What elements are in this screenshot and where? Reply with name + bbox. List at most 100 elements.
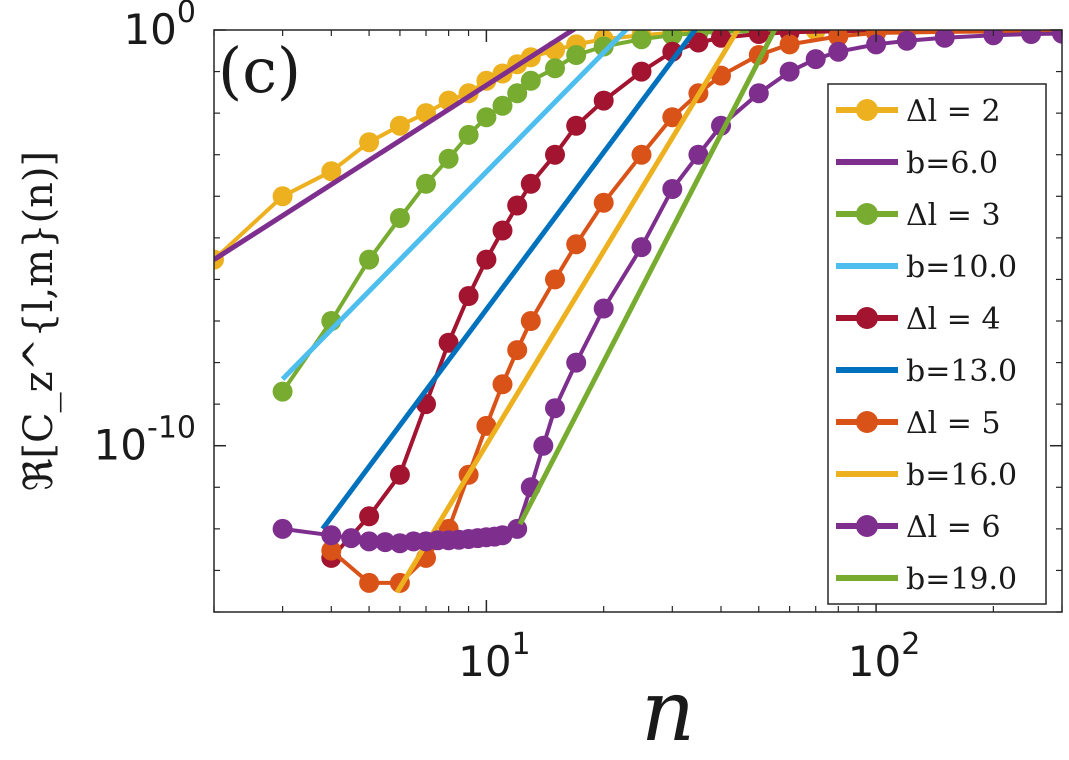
data-point	[662, 107, 683, 128]
data-point	[492, 95, 513, 116]
data-point	[896, 30, 917, 51]
legend-label: b=10.0	[906, 250, 1017, 285]
x-tick-label: 101	[458, 627, 531, 686]
legend-entry: Δl = 5	[836, 406, 1001, 441]
data-point	[476, 415, 497, 436]
data-point	[545, 58, 565, 79]
data-point	[507, 83, 528, 104]
data-point	[389, 208, 410, 228]
data-point	[476, 107, 497, 128]
data-point	[566, 352, 587, 373]
data-point	[631, 237, 652, 258]
data-point	[520, 70, 541, 91]
legend-label: b=19.0	[906, 562, 1017, 597]
data-point	[1052, 30, 1062, 44]
legend-marker	[856, 515, 878, 537]
legend-entry: Δl = 4	[836, 302, 1001, 337]
series-6	[320, 30, 699, 531]
y-tick-label: 10-10	[94, 411, 196, 470]
data-point	[748, 83, 769, 104]
data-point	[866, 34, 887, 55]
legend-label: b=6.0	[906, 146, 998, 181]
data-point	[389, 115, 410, 136]
data-point	[711, 65, 731, 86]
legend-marker	[856, 99, 878, 121]
data-point	[662, 179, 683, 199]
data-point	[359, 572, 380, 593]
data-point	[438, 332, 459, 353]
legend-entry: Δl = 3	[836, 198, 1001, 233]
data-point	[321, 540, 342, 561]
data-point	[593, 36, 614, 57]
data-point	[520, 311, 541, 331]
data-point	[545, 269, 565, 290]
y-axis-label: ℜ[C_z^{l,m}(n)]	[16, 151, 62, 491]
series-layer	[214, 30, 1062, 594]
data-point	[458, 124, 479, 145]
y-tick-label: 100	[123, 0, 196, 54]
data-point	[438, 148, 459, 169]
data-point	[416, 173, 436, 194]
data-point	[748, 30, 769, 44]
data-point	[492, 374, 513, 395]
series-line	[320, 30, 699, 531]
data-point	[1021, 30, 1042, 44]
series-10	[517, 30, 778, 526]
data-point	[321, 161, 342, 182]
legend-entry: b=10.0	[836, 250, 1017, 285]
data-point	[389, 464, 410, 485]
data-point	[662, 30, 683, 46]
data-point	[566, 45, 587, 65]
data-point	[805, 49, 826, 70]
data-point	[458, 286, 479, 306]
data-point	[272, 381, 293, 402]
legend-entry: b=6.0	[836, 146, 998, 181]
data-point	[321, 525, 342, 546]
data-point	[593, 192, 614, 213]
data-point	[593, 90, 614, 111]
legend-entry: b=16.0	[836, 458, 1017, 493]
data-point	[375, 532, 396, 553]
data-point	[545, 144, 565, 165]
legend-label: b=13.0	[906, 354, 1017, 389]
data-point	[359, 132, 380, 153]
data-point	[779, 61, 800, 82]
panel-label: (c)	[218, 34, 301, 107]
data-point	[272, 518, 293, 539]
data-point	[359, 506, 380, 527]
data-point	[631, 30, 652, 50]
legend-label: Δl = 2	[906, 94, 1001, 129]
axis-layer: 101 102 100 10-10	[94, 0, 1063, 686]
data-point	[545, 398, 565, 419]
data-point	[593, 298, 614, 319]
legend-entry: Δl = 2	[836, 94, 1001, 129]
series-2	[214, 30, 578, 262]
data-point	[631, 61, 652, 82]
legend-label: Δl = 4	[906, 302, 1001, 337]
series-line	[394, 30, 741, 594]
data-point	[359, 249, 380, 270]
legend: Δl = 2 b=6.0 Δl = 3 b=10.0 Δl = 4 b=13.0 Δl = …	[827, 83, 1047, 605]
data-point	[983, 30, 1004, 46]
series-8	[394, 30, 741, 594]
data-point	[688, 144, 709, 165]
data-point	[688, 32, 709, 53]
legend-entry: b=19.0	[836, 562, 1017, 597]
data-point	[566, 115, 587, 136]
x-tick-label: 102	[848, 627, 921, 686]
legend-entry: Δl = 6	[836, 510, 1001, 545]
data-point	[566, 234, 587, 255]
data-point	[711, 30, 731, 48]
data-point	[934, 30, 955, 48]
data-point	[631, 144, 652, 165]
data-point	[779, 34, 800, 55]
legend-marker	[856, 307, 878, 329]
data-point	[476, 249, 497, 270]
legend-marker	[856, 411, 878, 433]
data-point	[533, 435, 554, 456]
data-point	[272, 186, 293, 207]
data-point	[828, 30, 849, 47]
legend-label: Δl = 3	[906, 198, 1001, 233]
